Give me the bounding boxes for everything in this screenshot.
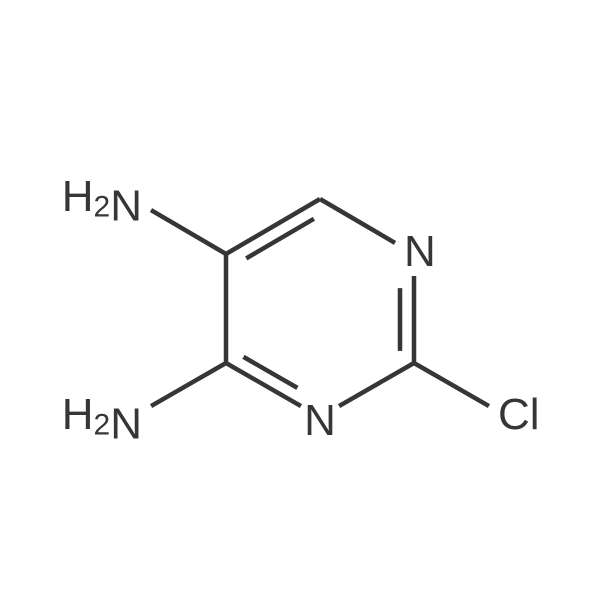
molecule-diagram: N N H2N H2N Cl — [0, 0, 600, 600]
atom-label-n1: N — [404, 227, 436, 276]
atom-label-n3: N — [304, 396, 336, 445]
atom-label-n4a: H2N — [62, 390, 142, 449]
atom-label-cl: Cl — [498, 390, 540, 439]
atom-label-n5a: H2N — [62, 172, 142, 231]
bonds-group — [151, 199, 489, 406]
labels-group: N N H2N H2N Cl — [62, 172, 540, 449]
